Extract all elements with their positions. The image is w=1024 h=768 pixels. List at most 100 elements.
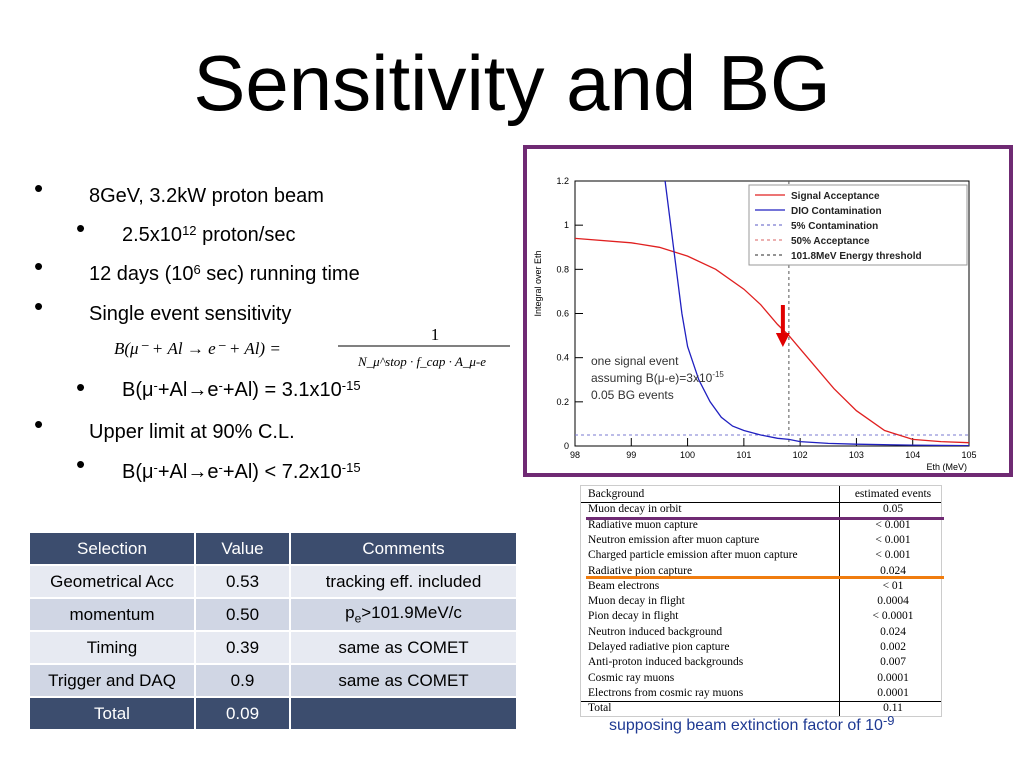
col-header-selection: Selection xyxy=(28,531,196,566)
highlight-line-orange xyxy=(586,576,944,579)
text: B(μ xyxy=(122,379,154,401)
bullet-dot: • xyxy=(76,449,86,479)
legend-label: 101.8MeV Energy threshold xyxy=(791,251,922,262)
bg-name: Radiative pion capture xyxy=(588,564,693,577)
table-row: Delayed radiative pion capture 0.002 xyxy=(581,640,941,655)
x-tick-label: 100 xyxy=(680,450,695,460)
text: +Al→e xyxy=(157,379,219,401)
table-row: Cosmic ray muons 0.0001 xyxy=(581,671,941,686)
ses-formula: B(μ⁻ + Al → e⁻ + Al) = 1 N_μ^stop · f_ca… xyxy=(114,325,510,369)
superscript: - xyxy=(153,378,158,393)
cell-empty xyxy=(289,696,518,731)
table-row: Neutron induced background 0.024 xyxy=(581,625,941,640)
acceptance-plot: 0 0.2 0.4 0.6 0.8 1 1.2 98 99 100 101 102 103 104 105 I… xyxy=(533,176,977,472)
bullet-dot: • xyxy=(34,173,44,203)
cell: Timing xyxy=(28,630,196,665)
bg-header-row: Background estimated events xyxy=(581,487,941,502)
superscript: -15 xyxy=(712,370,724,379)
bullet-running-time: 12 days (106 sec) running time xyxy=(89,262,360,286)
bullet-upper-limit: Upper limit at 90% C.L. xyxy=(89,421,295,443)
table-row: Radiative muon capture < 0.001 xyxy=(581,518,941,533)
bg-name: Beam electrons xyxy=(588,579,660,592)
bg-value: 0.0004 xyxy=(877,595,909,608)
annotation-line2: assuming B(μ-e)=3x10-15 xyxy=(591,370,724,385)
legend-label: Signal Acceptance xyxy=(791,191,880,202)
footnote: supposing beam extinction factor of 10-9 xyxy=(609,713,895,735)
annotation-line1: one signal event xyxy=(591,354,679,368)
col-header-value: Value xyxy=(194,531,291,566)
cell-momentum-comment: pe>101.9MeV/c xyxy=(289,597,518,632)
y-tick-label: 0.4 xyxy=(556,353,569,363)
cell: 0.50 xyxy=(194,597,291,632)
bg-name: Pion decay in flight xyxy=(588,610,679,623)
selection-table: Selection Value Comments Geometrical Acc… xyxy=(28,531,518,731)
cell: same as COMET xyxy=(289,630,518,665)
table-row: Electrons from cosmic ray muons 0.0001 xyxy=(581,686,941,701)
legend-box xyxy=(748,184,968,266)
superscript: -15 xyxy=(341,460,361,475)
acceptance-plot-frame: 0 0.2 0.4 0.6 0.8 1 1.2 98 99 100 101 102 103 104 105 I… xyxy=(523,145,1013,477)
text: sec) running time xyxy=(200,263,360,285)
legend-label: 5% Contamination xyxy=(791,221,878,232)
superscript: -9 xyxy=(882,713,895,728)
superscript: 6 xyxy=(193,262,201,277)
text: +Al→e xyxy=(157,461,219,483)
table-total-row: Total 0.09 xyxy=(28,696,518,731)
bullet-proton-rate: 2.5x1012 proton/sec xyxy=(122,223,295,247)
bg-value: 0.05 xyxy=(882,503,904,516)
x-tick-label: 105 xyxy=(961,450,976,460)
superscript: - xyxy=(218,378,223,393)
col-header-comments: Comments xyxy=(289,531,518,566)
bg-name: Delayed radiative pion capture xyxy=(588,641,730,653)
text: B(μ xyxy=(122,461,154,483)
y-tick-label: 0.2 xyxy=(556,397,569,407)
annotation-line3: 0.05 BG events xyxy=(591,388,674,402)
bg-name: Radiative muon capture xyxy=(588,518,698,531)
superscript: -15 xyxy=(341,378,361,393)
bg-total-row: Total 0.11 xyxy=(581,701,941,716)
y-tick-label: 0.8 xyxy=(556,264,569,274)
text: 2.5x10 xyxy=(122,224,183,246)
x-tick-label: 103 xyxy=(849,450,864,460)
y-tick-label: 0.6 xyxy=(556,309,569,319)
y-tick-label: 1 xyxy=(564,220,569,230)
text: >101.9MeV/c xyxy=(361,603,462,623)
table-row: Muon decay in orbit 0.05 xyxy=(581,502,941,517)
bg-value: estimated events xyxy=(854,488,932,500)
table-row: Anti-proton induced backgrounds 0.007 xyxy=(581,655,941,670)
x-axis-label: Eth (MeV) xyxy=(926,462,967,472)
bullet-dot: • xyxy=(34,251,44,281)
arrow-head xyxy=(775,333,790,347)
cell: Geometrical Acc xyxy=(28,564,196,599)
total-value: 0.09 xyxy=(194,696,291,731)
table-row: Charged particle emission after muon cap… xyxy=(581,548,941,563)
highlight-line-purple xyxy=(586,517,944,520)
background-table: Background estimated events Muon decay in … xyxy=(580,485,942,717)
text: 12 days (10 xyxy=(89,263,194,285)
superscript: - xyxy=(153,460,158,475)
bg-value: 0.002 xyxy=(880,641,906,653)
formula-numerator: 1 xyxy=(431,325,440,344)
table-row: Muon decay in flight 0.0004 xyxy=(581,594,941,609)
cell: momentum xyxy=(28,597,196,632)
x-tick-label: 102 xyxy=(793,450,808,460)
bg-value: < 01 xyxy=(882,579,904,592)
legend-label: DIO Contamination xyxy=(791,206,882,217)
bg-name: Anti-proton induced backgrounds xyxy=(588,656,744,669)
bullet-dot: • xyxy=(34,409,44,439)
bg-name: Neutron emission after muon capture xyxy=(588,533,760,546)
bg-name: Background xyxy=(588,488,645,500)
total-label: Total xyxy=(28,696,196,731)
cell: 0.9 xyxy=(194,663,291,698)
table-row: Geometrical Acc 0.53 tracking eff. inclu… xyxy=(28,564,518,599)
bg-value: 0.11 xyxy=(883,702,903,715)
y-axis-label: Integral over Eth xyxy=(533,250,543,316)
cell: 0.39 xyxy=(194,630,291,665)
text: assuming B(μ-e)=3x10 xyxy=(591,371,713,385)
bullet-beam: 8GeV, 3.2kW proton beam xyxy=(89,185,324,207)
cell: same as COMET xyxy=(289,663,518,698)
series-line-signal xyxy=(575,237,969,444)
bg-name: Muon decay in orbit xyxy=(588,503,682,516)
bg-value: 0.024 xyxy=(880,625,906,638)
divider xyxy=(581,502,941,504)
